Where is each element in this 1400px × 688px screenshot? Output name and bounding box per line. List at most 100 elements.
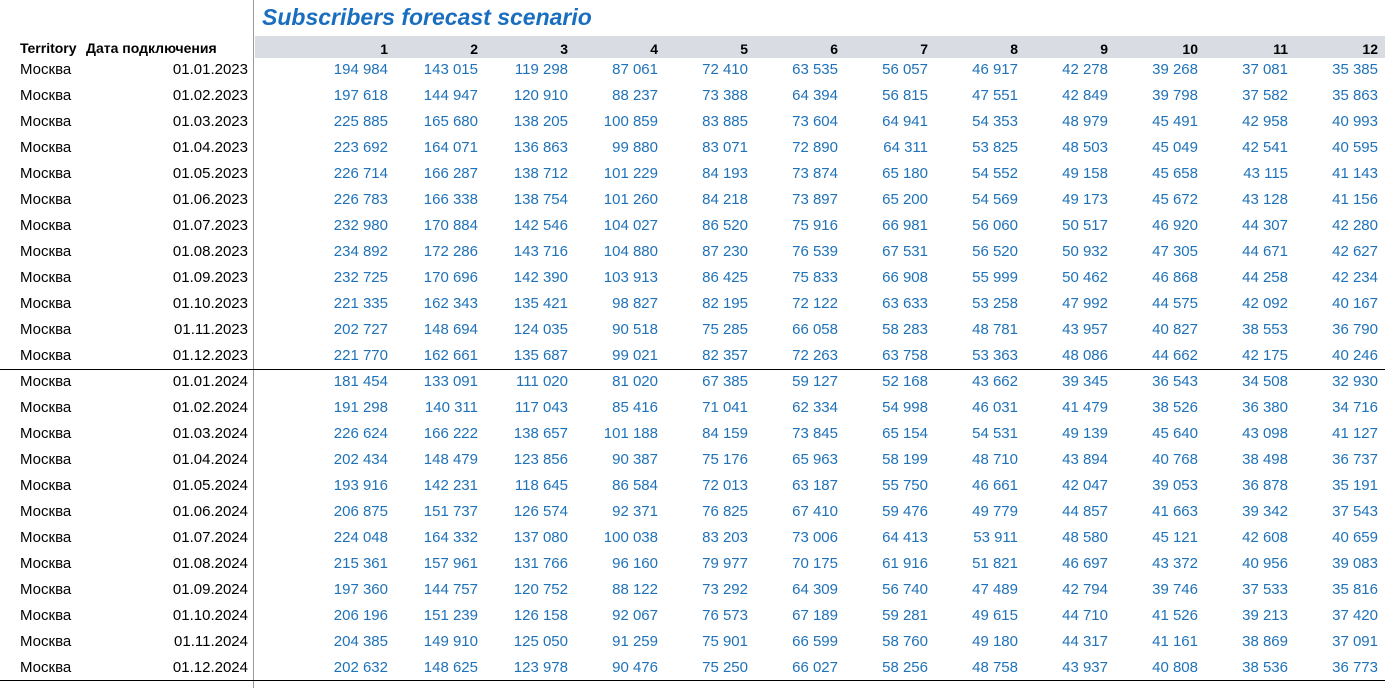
value-cell: 86 584 bbox=[612, 477, 658, 494]
value-cell: 42 608 bbox=[1242, 529, 1288, 546]
header-cell: 10 bbox=[1182, 41, 1198, 57]
value-cell: 45 049 bbox=[1152, 139, 1198, 156]
date-cell: 01.03.2024 bbox=[172, 425, 248, 442]
value-cell: 54 353 bbox=[972, 113, 1018, 130]
value-cell: 38 553 bbox=[1242, 321, 1288, 338]
value-cell: 76 573 bbox=[702, 607, 748, 624]
value-cell: 45 672 bbox=[1152, 191, 1198, 208]
territory-cell: Москва bbox=[20, 451, 72, 468]
value-cell: 38 498 bbox=[1242, 451, 1288, 468]
territory-cell: Москва bbox=[20, 633, 72, 650]
value-cell: 101 260 bbox=[603, 191, 658, 208]
value-cell: 164 332 bbox=[423, 529, 478, 546]
value-cell: 142 231 bbox=[423, 477, 478, 494]
date-cell: 01.09.2023 bbox=[172, 269, 248, 286]
value-cell: 157 961 bbox=[423, 555, 478, 572]
header-cell: Дата подключения bbox=[86, 40, 217, 56]
value-cell: 64 394 bbox=[792, 87, 838, 104]
value-cell: 63 633 bbox=[882, 295, 928, 312]
value-cell: 65 154 bbox=[882, 425, 928, 442]
year-separator bbox=[0, 369, 1385, 370]
header-cell: 8 bbox=[1010, 41, 1018, 57]
value-cell: 123 856 bbox=[513, 451, 568, 468]
value-cell: 40 167 bbox=[1332, 295, 1378, 312]
value-cell: 52 168 bbox=[882, 373, 928, 390]
value-cell: 164 071 bbox=[423, 139, 478, 156]
value-cell: 50 462 bbox=[1062, 269, 1108, 286]
value-cell: 84 218 bbox=[702, 191, 748, 208]
header-band bbox=[255, 36, 1385, 58]
value-cell: 143 716 bbox=[513, 243, 568, 260]
value-cell: 42 092 bbox=[1242, 295, 1288, 312]
value-cell: 73 604 bbox=[792, 113, 838, 130]
value-cell: 46 661 bbox=[972, 477, 1018, 494]
value-cell: 43 894 bbox=[1062, 451, 1108, 468]
value-cell: 37 081 bbox=[1242, 61, 1288, 78]
value-cell: 133 091 bbox=[423, 373, 478, 390]
value-cell: 65 200 bbox=[882, 191, 928, 208]
value-cell: 91 259 bbox=[612, 633, 658, 650]
value-cell: 41 526 bbox=[1152, 607, 1198, 624]
value-cell: 47 551 bbox=[972, 87, 1018, 104]
value-cell: 215 361 bbox=[333, 555, 388, 572]
value-cell: 47 489 bbox=[972, 581, 1018, 598]
date-cell: 01.07.2024 bbox=[172, 529, 248, 546]
value-cell: 138 657 bbox=[513, 425, 568, 442]
value-cell: 75 285 bbox=[702, 321, 748, 338]
value-cell: 65 180 bbox=[882, 165, 928, 182]
value-cell: 42 627 bbox=[1332, 243, 1378, 260]
value-cell: 202 727 bbox=[333, 321, 388, 338]
value-cell: 86 520 bbox=[702, 217, 748, 234]
value-cell: 100 859 bbox=[603, 113, 658, 130]
date-cell: 01.10.2024 bbox=[172, 607, 248, 624]
date-cell: 01.02.2024 bbox=[172, 399, 248, 416]
value-cell: 43 098 bbox=[1242, 425, 1288, 442]
territory-cell: Москва bbox=[20, 659, 72, 676]
value-cell: 73 292 bbox=[702, 581, 748, 598]
date-cell: 01.10.2023 bbox=[172, 295, 248, 312]
date-cell: 01.06.2023 bbox=[172, 191, 248, 208]
value-cell: 53 258 bbox=[972, 295, 1018, 312]
date-cell: 01.07.2023 bbox=[172, 217, 248, 234]
value-cell: 44 671 bbox=[1242, 243, 1288, 260]
value-cell: 90 476 bbox=[612, 659, 658, 676]
column-divider bbox=[253, 0, 254, 688]
value-cell: 79 977 bbox=[702, 555, 748, 572]
date-cell: 01.12.2024 bbox=[172, 659, 248, 676]
header-cell: 2 bbox=[470, 41, 478, 57]
territory-cell: Москва bbox=[20, 373, 72, 390]
value-cell: 72 122 bbox=[792, 295, 838, 312]
value-cell: 55 750 bbox=[882, 477, 928, 494]
value-cell: 84 159 bbox=[702, 425, 748, 442]
value-cell: 35 816 bbox=[1332, 581, 1378, 598]
territory-cell: Москва bbox=[20, 269, 72, 286]
value-cell: 87 230 bbox=[702, 243, 748, 260]
value-cell: 53 825 bbox=[972, 139, 1018, 156]
header-cell: 11 bbox=[1273, 41, 1288, 57]
value-cell: 45 640 bbox=[1152, 425, 1198, 442]
value-cell: 226 783 bbox=[333, 191, 388, 208]
value-cell: 44 662 bbox=[1152, 347, 1198, 364]
value-cell: 151 239 bbox=[423, 607, 478, 624]
value-cell: 64 309 bbox=[792, 581, 838, 598]
value-cell: 125 050 bbox=[513, 633, 568, 650]
value-cell: 149 910 bbox=[423, 633, 478, 650]
value-cell: 35 191 bbox=[1332, 477, 1378, 494]
value-cell: 32 930 bbox=[1332, 373, 1378, 390]
value-cell: 120 910 bbox=[513, 87, 568, 104]
value-cell: 59 127 bbox=[792, 373, 838, 390]
value-cell: 61 916 bbox=[882, 555, 928, 572]
value-cell: 162 661 bbox=[423, 347, 478, 364]
value-cell: 37 543 bbox=[1332, 503, 1378, 520]
value-cell: 99 021 bbox=[612, 347, 658, 364]
value-cell: 54 552 bbox=[972, 165, 1018, 182]
territory-cell: Москва bbox=[20, 399, 72, 416]
territory-cell: Москва bbox=[20, 425, 72, 442]
value-cell: 49 158 bbox=[1062, 165, 1108, 182]
value-cell: 40 768 bbox=[1152, 451, 1198, 468]
value-cell: 48 503 bbox=[1062, 139, 1108, 156]
value-cell: 42 541 bbox=[1242, 139, 1288, 156]
value-cell: 144 947 bbox=[423, 87, 478, 104]
value-cell: 43 957 bbox=[1062, 321, 1108, 338]
